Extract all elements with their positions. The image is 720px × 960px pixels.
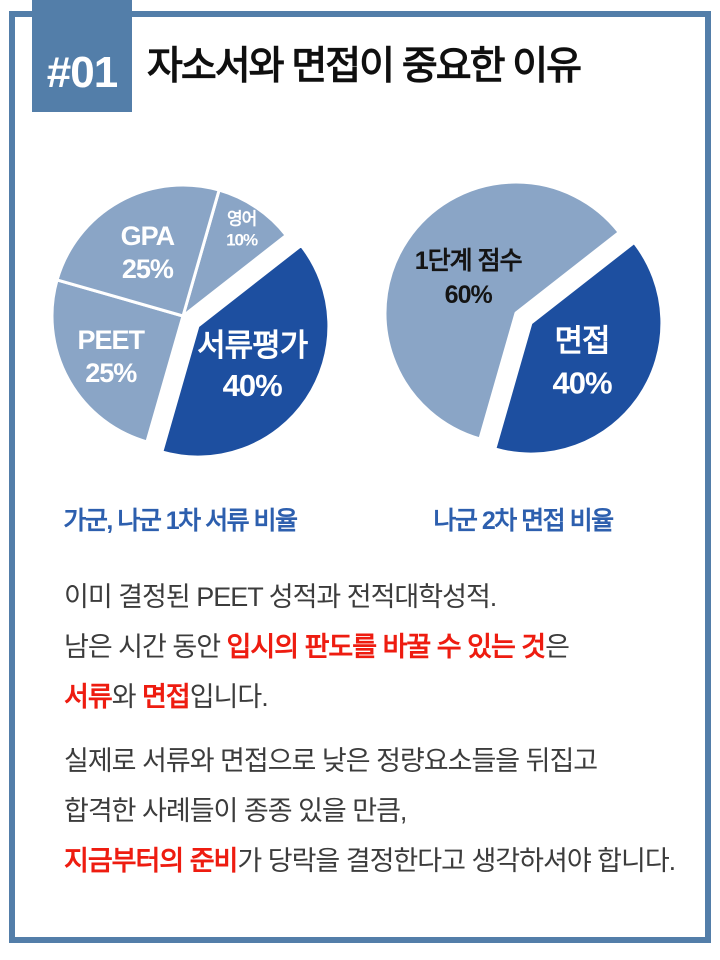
pie-slice-1	[181, 188, 288, 318]
text-run: 실제로 서류와 면접으로 낮은 정량요소들을 뒤집고	[64, 746, 598, 776]
body-text-line: 합격한 사례들이 종종 있을 만큼,	[64, 786, 664, 836]
section-number: #01	[46, 48, 118, 97]
highlighted-text-run: 입시의 판도를 바꿀 수 있는 것	[226, 632, 547, 662]
chart-caption-right: 나군 2차 면접 비율	[433, 507, 614, 535]
chart-caption-left: 가군, 나군 1차 서류 비율	[63, 507, 298, 535]
pie-slice-label: PEET 25%	[78, 325, 146, 388]
text-run: 와	[111, 682, 143, 712]
highlighted-text-run: 서류	[64, 682, 113, 712]
pie-slice-3	[50, 278, 185, 444]
pie-slice-2	[160, 243, 331, 459]
body-text-line: 남은 시간 동안 입시의 판도를 바꿀 수 있는 것은	[64, 622, 664, 672]
body-text-line: 이미 결정된 PEET 성적과 전적대학성적.	[64, 572, 664, 622]
text-run: 합격한 사례들이 종종 있을 만큼,	[64, 796, 407, 826]
pie-chart-document-ratio: 영어 10% 서류평가 40% PEET 25% GPA 25%	[50, 183, 331, 459]
pie-slice-2	[383, 180, 621, 441]
body-text-line: 실제로 서류와 면접으로 낮은 정량요소들을 뒤집고	[64, 736, 664, 786]
body-text-line: 서류와 면접입니다.	[64, 672, 664, 722]
page-title: 자소서와 면접이 중요한 이유	[147, 45, 582, 88]
text-run: 입니다.	[189, 682, 269, 712]
pie-slice-label: 영어 10%	[226, 210, 258, 250]
body-text-line: 지금부터의 준비가 당락을 결정한다고 생각하셔야 합니다.	[64, 836, 676, 886]
pie-slice-label: GPA 25%	[121, 221, 175, 284]
highlighted-text-run: 면접	[142, 682, 191, 712]
body-paragraph: 이미 결정된 PEET 성적과 전적대학성적. 남은 시간 동안 입시의 판도를 …	[64, 572, 664, 722]
section-number-badge: #01	[32, 0, 132, 112]
text-run: 가 당락을 결정한다고 생각하셔야 합니다.	[237, 846, 676, 876]
text-run: 남은 시간 동안	[64, 632, 227, 662]
pie-chart-interview-ratio: 면접 40% 1단계 점수 60%	[383, 180, 664, 456]
pie-slice-label: 서류평가 40%	[197, 328, 309, 403]
body-text-block: 이미 결정된 PEET 성적과 전적대학성적. 남은 시간 동안 입시의 판도를 …	[64, 572, 676, 886]
text-run: 은	[545, 632, 570, 662]
highlighted-text-run: 지금부터의 준비	[64, 846, 238, 876]
text-run: 이미 결정된 PEET 성적과 전적대학성적.	[64, 582, 497, 612]
pie-slice-4	[55, 183, 221, 318]
pie-slice-1	[493, 240, 664, 456]
pie-slice-label: 면접 40%	[552, 324, 611, 401]
page-frame	[9, 11, 711, 943]
pie-slice-label: 1단계 점수 60%	[415, 247, 523, 309]
